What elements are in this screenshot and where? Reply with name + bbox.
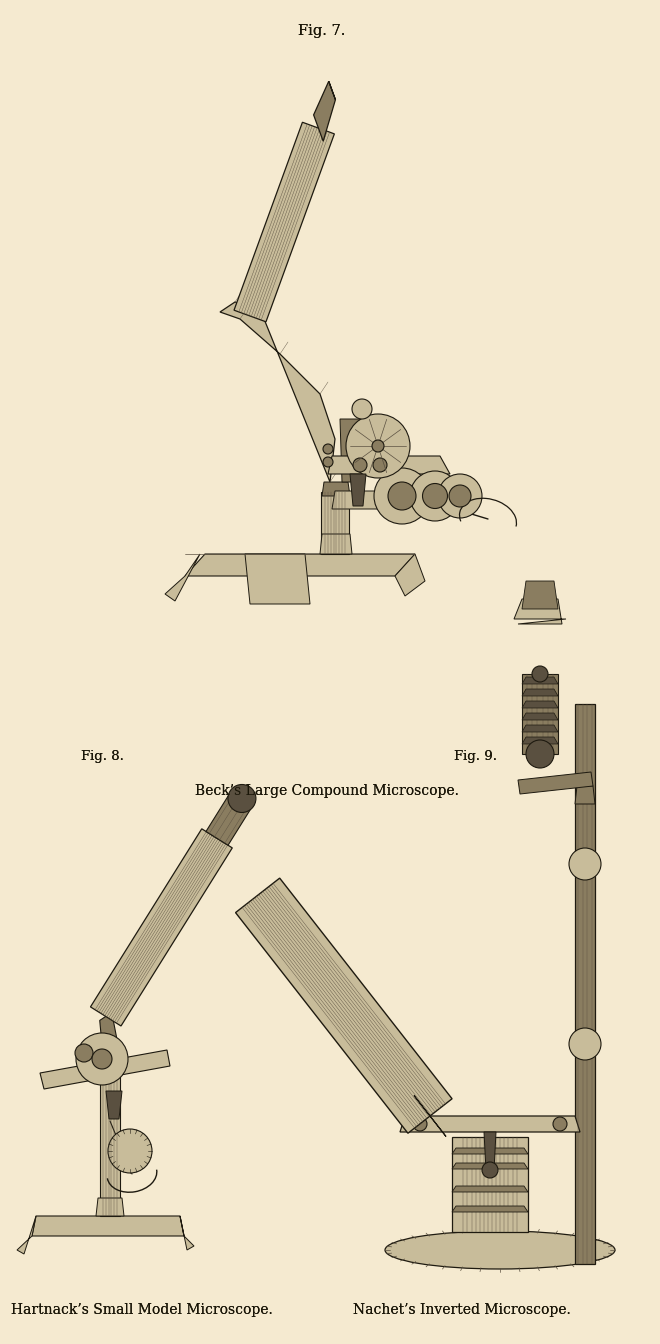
Circle shape [526, 741, 554, 767]
Polygon shape [522, 714, 558, 720]
Polygon shape [100, 1012, 120, 1067]
Circle shape [98, 1047, 126, 1075]
Polygon shape [522, 673, 558, 754]
Circle shape [374, 468, 430, 524]
Text: Nachet’s Inverted Microscope.: Nachet’s Inverted Microscope. [353, 1304, 571, 1317]
Circle shape [92, 1050, 112, 1068]
Polygon shape [340, 419, 362, 482]
Polygon shape [395, 554, 425, 595]
Circle shape [438, 474, 482, 517]
Polygon shape [522, 689, 558, 696]
Circle shape [75, 1044, 93, 1062]
Circle shape [532, 667, 548, 681]
Polygon shape [575, 786, 595, 804]
Circle shape [372, 439, 384, 452]
Polygon shape [452, 1206, 528, 1212]
Circle shape [410, 470, 460, 521]
Circle shape [569, 848, 601, 880]
Polygon shape [522, 737, 558, 745]
Polygon shape [522, 702, 558, 708]
Polygon shape [452, 1148, 528, 1154]
Polygon shape [350, 474, 366, 505]
Ellipse shape [385, 1231, 615, 1269]
Text: Fig. 8.: Fig. 8. [81, 750, 123, 763]
Text: Beck’s Large Compound Microscope.: Beck’s Large Compound Microscope. [195, 784, 459, 797]
Polygon shape [106, 1091, 122, 1120]
Polygon shape [40, 1050, 170, 1089]
Polygon shape [220, 302, 335, 482]
Text: Fig. 7.: Fig. 7. [298, 24, 346, 38]
Circle shape [482, 1163, 498, 1177]
Polygon shape [514, 599, 566, 624]
Text: Fig. 8.: Fig. 8. [81, 750, 123, 763]
Text: Hartnack’s Small Model Microscope.: Hartnack’s Small Model Microscope. [11, 1304, 273, 1317]
Text: Fig. 7.: Fig. 7. [298, 24, 346, 38]
Circle shape [353, 458, 367, 472]
Polygon shape [245, 554, 310, 603]
Polygon shape [329, 81, 335, 99]
Polygon shape [484, 1132, 496, 1171]
Polygon shape [322, 482, 350, 496]
Text: Fig. 9.: Fig. 9. [453, 750, 497, 763]
Circle shape [346, 414, 410, 478]
Circle shape [413, 1117, 427, 1132]
Polygon shape [400, 1116, 580, 1132]
Polygon shape [180, 1216, 194, 1250]
Polygon shape [522, 724, 558, 732]
Circle shape [352, 399, 372, 419]
Polygon shape [90, 829, 232, 1025]
Polygon shape [452, 1185, 528, 1192]
Polygon shape [234, 122, 335, 321]
Polygon shape [185, 554, 415, 577]
Polygon shape [17, 1216, 36, 1254]
Polygon shape [206, 796, 250, 845]
Circle shape [373, 458, 387, 472]
Polygon shape [320, 534, 352, 554]
Circle shape [323, 457, 333, 466]
Polygon shape [575, 704, 595, 1263]
Polygon shape [332, 491, 425, 509]
Polygon shape [165, 554, 200, 601]
Circle shape [553, 1117, 567, 1132]
Polygon shape [314, 81, 335, 141]
Polygon shape [236, 878, 452, 1133]
Text: Nachet’s Inverted Microscope.: Nachet’s Inverted Microscope. [353, 1304, 571, 1317]
Circle shape [388, 482, 416, 509]
Circle shape [76, 1034, 128, 1085]
Circle shape [108, 1129, 152, 1173]
Polygon shape [32, 1216, 184, 1236]
Polygon shape [522, 677, 558, 684]
Polygon shape [522, 581, 558, 609]
Circle shape [422, 484, 447, 508]
Polygon shape [328, 456, 450, 474]
Polygon shape [100, 1060, 120, 1216]
Circle shape [228, 785, 256, 813]
Circle shape [449, 485, 471, 507]
Polygon shape [452, 1137, 528, 1232]
Polygon shape [414, 1095, 446, 1137]
Circle shape [569, 1028, 601, 1060]
Text: Beck’s Large Compound Microscope.: Beck’s Large Compound Microscope. [195, 784, 459, 797]
Circle shape [323, 444, 333, 454]
Text: Fig. 9.: Fig. 9. [453, 750, 497, 763]
Polygon shape [518, 771, 593, 794]
Text: Hartnack’s Small Model Microscope.: Hartnack’s Small Model Microscope. [11, 1304, 273, 1317]
Polygon shape [452, 1163, 528, 1169]
Polygon shape [96, 1198, 124, 1216]
Polygon shape [321, 492, 349, 554]
